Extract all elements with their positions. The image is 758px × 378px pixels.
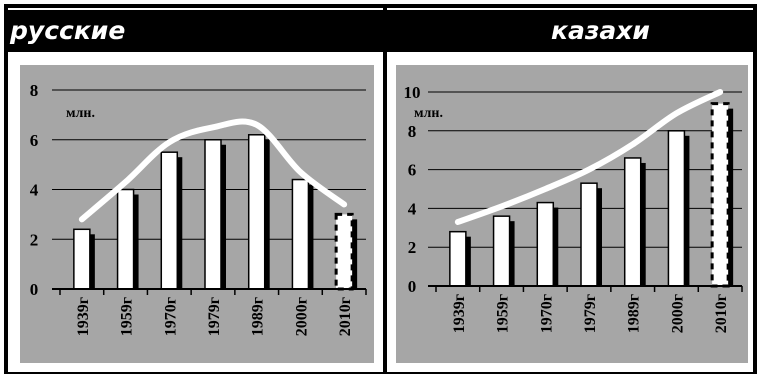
x-tick-label: 1989г — [626, 294, 643, 333]
bar — [449, 230, 467, 287]
x-tick-label: 1959г — [119, 297, 136, 336]
trend-line — [454, 89, 724, 225]
divider-middle — [383, 4, 387, 374]
x-tick-label: 1989г — [250, 297, 267, 336]
plot-area — [20, 65, 374, 363]
panel-title-kazakhs: казахи — [387, 10, 754, 52]
bar — [492, 215, 511, 287]
divider-top — [4, 4, 754, 8]
x-tick-label: 1970г — [538, 294, 555, 333]
bar — [204, 139, 222, 290]
bar-dashed — [710, 102, 730, 288]
bar — [160, 151, 179, 290]
y-tick-label: 8 — [408, 122, 417, 141]
x-tick-label: 2000г — [293, 297, 310, 336]
chart-kazakhs: 0 2 4 6 8 10 млн. 1939г 1959г 1970г 1979г 1989г 2000… — [390, 55, 752, 369]
y-tick-label: 4 — [30, 181, 39, 200]
bar — [580, 182, 598, 287]
unit-label: млн. — [414, 106, 443, 121]
unit-label: млн. — [66, 106, 95, 121]
x-tick-label: 2010г — [713, 294, 730, 333]
divider-left — [4, 4, 8, 374]
y-tick-label: 8 — [30, 81, 39, 100]
y-tick-label: 6 — [408, 161, 417, 180]
x-tick-label: 1979г — [582, 294, 599, 333]
x-tick-label: 1970г — [162, 297, 179, 336]
bar — [291, 178, 310, 290]
divider-right — [753, 4, 757, 374]
x-tick-label: 1979г — [206, 297, 223, 336]
y-tick-label: 10 — [404, 83, 421, 102]
y-tick-label: 2 — [408, 238, 417, 257]
y-tick-label: 6 — [30, 131, 39, 150]
bar — [73, 228, 91, 290]
bar — [536, 201, 555, 287]
panel-title-russians: русские — [4, 10, 384, 52]
bar — [116, 188, 135, 290]
bar — [667, 130, 686, 287]
x-tick-label: 1959г — [495, 294, 512, 333]
y-tick-label: 0 — [30, 280, 39, 299]
bar — [247, 134, 266, 290]
y-tick-label: 2 — [30, 230, 39, 249]
y-tick-label: 4 — [408, 199, 417, 218]
x-tick-label: 2010г — [337, 297, 354, 336]
plot-area — [396, 65, 748, 363]
divider-bottom — [4, 372, 757, 374]
bar — [623, 157, 642, 287]
bar-dashed — [334, 212, 354, 291]
y-tick-label: 0 — [408, 277, 417, 296]
trend-line — [78, 118, 348, 223]
chart-russians: 0 2 4 6 8 млн. 1939г 1959г 1970г 1979г 1989г 2000г 2… — [12, 55, 378, 369]
x-tick-label: 1939г — [75, 297, 92, 336]
x-tick-label: 2000г — [669, 294, 686, 333]
x-tick-label: 1939г — [451, 294, 468, 333]
